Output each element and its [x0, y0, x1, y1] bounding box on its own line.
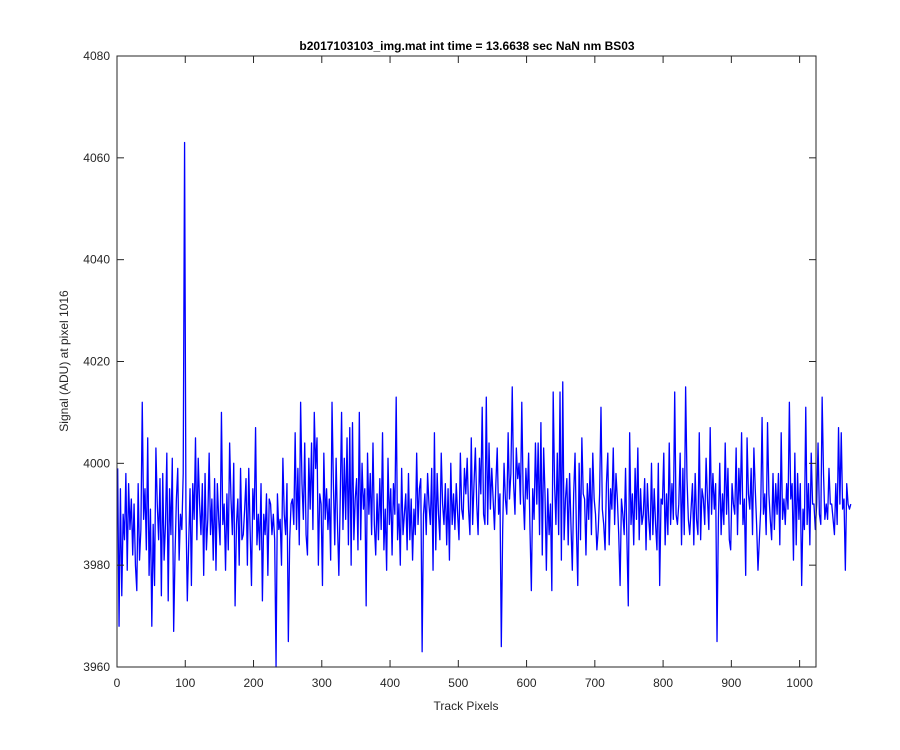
x-tick-label: 1000	[786, 676, 813, 690]
x-tick-label: 200	[244, 676, 264, 690]
y-tick-label: 4020	[83, 355, 110, 369]
x-axis-label: Track Pixels	[434, 699, 499, 713]
x-axis-ticks: 0 100 200 300 400 500 600 700 800 900 1000	[114, 56, 813, 690]
x-tick-label: 800	[653, 676, 673, 690]
x-tick-label: 700	[585, 676, 605, 690]
x-tick-label: 0	[114, 676, 121, 690]
series-layer	[117, 141, 852, 668]
plot-area	[117, 56, 816, 667]
y-axis-ticks: 3960 3980 4000 4020 4040 4060 4080	[83, 49, 816, 674]
x-tick-label: 600	[517, 676, 537, 690]
x-tick-label: 500	[448, 676, 468, 690]
y-tick-label: 4000	[83, 456, 110, 470]
y-tick-label: 4080	[83, 49, 110, 63]
series-line-0	[117, 141, 852, 668]
y-axis-label: Signal (ADU) at pixel 1016	[57, 290, 71, 432]
x-tick-label: 300	[312, 676, 332, 690]
y-tick-label: 4060	[83, 151, 110, 165]
chart-title: b2017103103_img.mat int time = 13.6638 s…	[299, 39, 635, 53]
x-tick-label: 900	[721, 676, 741, 690]
y-tick-label: 4040	[83, 253, 110, 267]
x-tick-label: 100	[175, 676, 195, 690]
y-tick-label: 3980	[83, 558, 110, 572]
y-tick-label: 3960	[83, 660, 110, 674]
x-tick-label: 400	[380, 676, 400, 690]
